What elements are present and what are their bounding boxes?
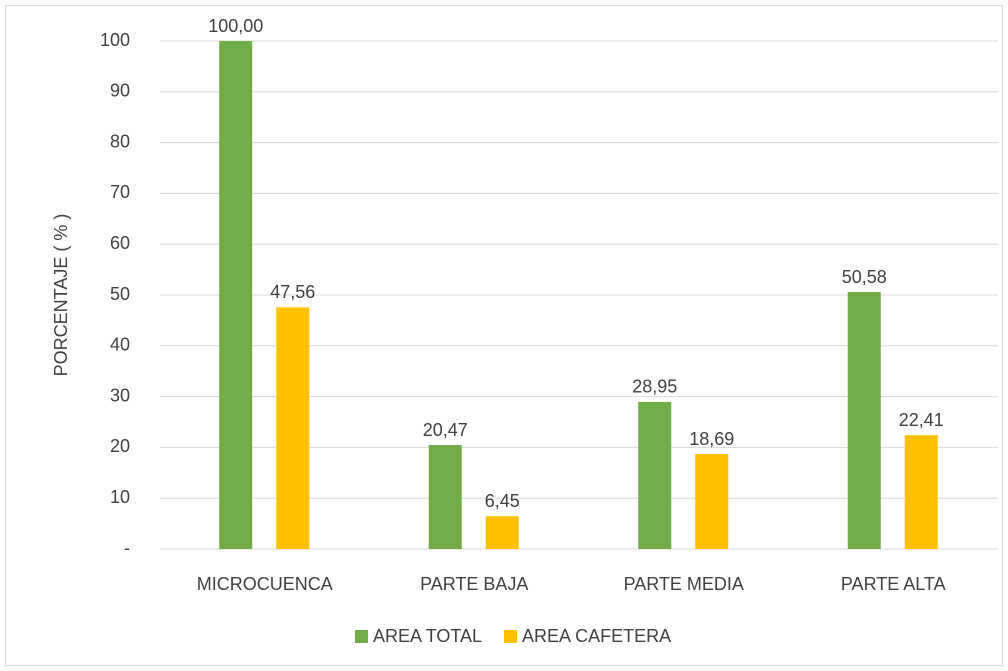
y-tick-label: 70 bbox=[110, 182, 130, 202]
y-tick-label: 100 bbox=[100, 30, 130, 50]
value-label: 28,95 bbox=[632, 377, 677, 397]
bar bbox=[276, 307, 310, 549]
y-tick-label: 10 bbox=[110, 487, 130, 507]
value-label: 100,00 bbox=[208, 16, 263, 36]
y-tick-label: 30 bbox=[110, 385, 130, 405]
value-label: 6,45 bbox=[485, 491, 520, 511]
x-tick-label: PARTE ALTA bbox=[841, 574, 946, 594]
y-tick-label: 80 bbox=[110, 131, 130, 151]
y-tick-label: 40 bbox=[110, 335, 130, 355]
chart-border bbox=[5, 5, 1003, 666]
y-tick-label: 20 bbox=[110, 436, 130, 456]
bar bbox=[219, 41, 253, 549]
value-label: 20,47 bbox=[423, 420, 468, 440]
bar bbox=[695, 454, 729, 549]
y-axis-title: PORCENTAJE ( % ) bbox=[51, 214, 71, 377]
y-tick-label: - bbox=[124, 538, 130, 558]
bar bbox=[847, 292, 881, 549]
legend-label: AREA CAFETERA bbox=[522, 626, 671, 646]
bar bbox=[428, 445, 462, 549]
x-tick-label: PARTE MEDIA bbox=[624, 574, 744, 594]
legend-swatch bbox=[504, 630, 518, 643]
value-label: 22,41 bbox=[899, 410, 944, 430]
value-label: 50,58 bbox=[842, 267, 887, 287]
bar bbox=[904, 435, 938, 549]
value-label: 18,69 bbox=[689, 429, 734, 449]
y-tick-label: 50 bbox=[110, 284, 130, 304]
y-tick-label: 60 bbox=[110, 233, 130, 253]
x-tick-label: PARTE BAJA bbox=[420, 574, 528, 594]
bar bbox=[638, 401, 672, 549]
legend-swatch bbox=[355, 630, 368, 643]
x-tick-label: MICROCUENCA bbox=[197, 574, 333, 594]
value-label: 47,56 bbox=[270, 282, 315, 302]
y-tick-label: 90 bbox=[110, 81, 130, 101]
bar bbox=[485, 516, 519, 549]
legend-label: AREA TOTAL bbox=[373, 626, 482, 646]
